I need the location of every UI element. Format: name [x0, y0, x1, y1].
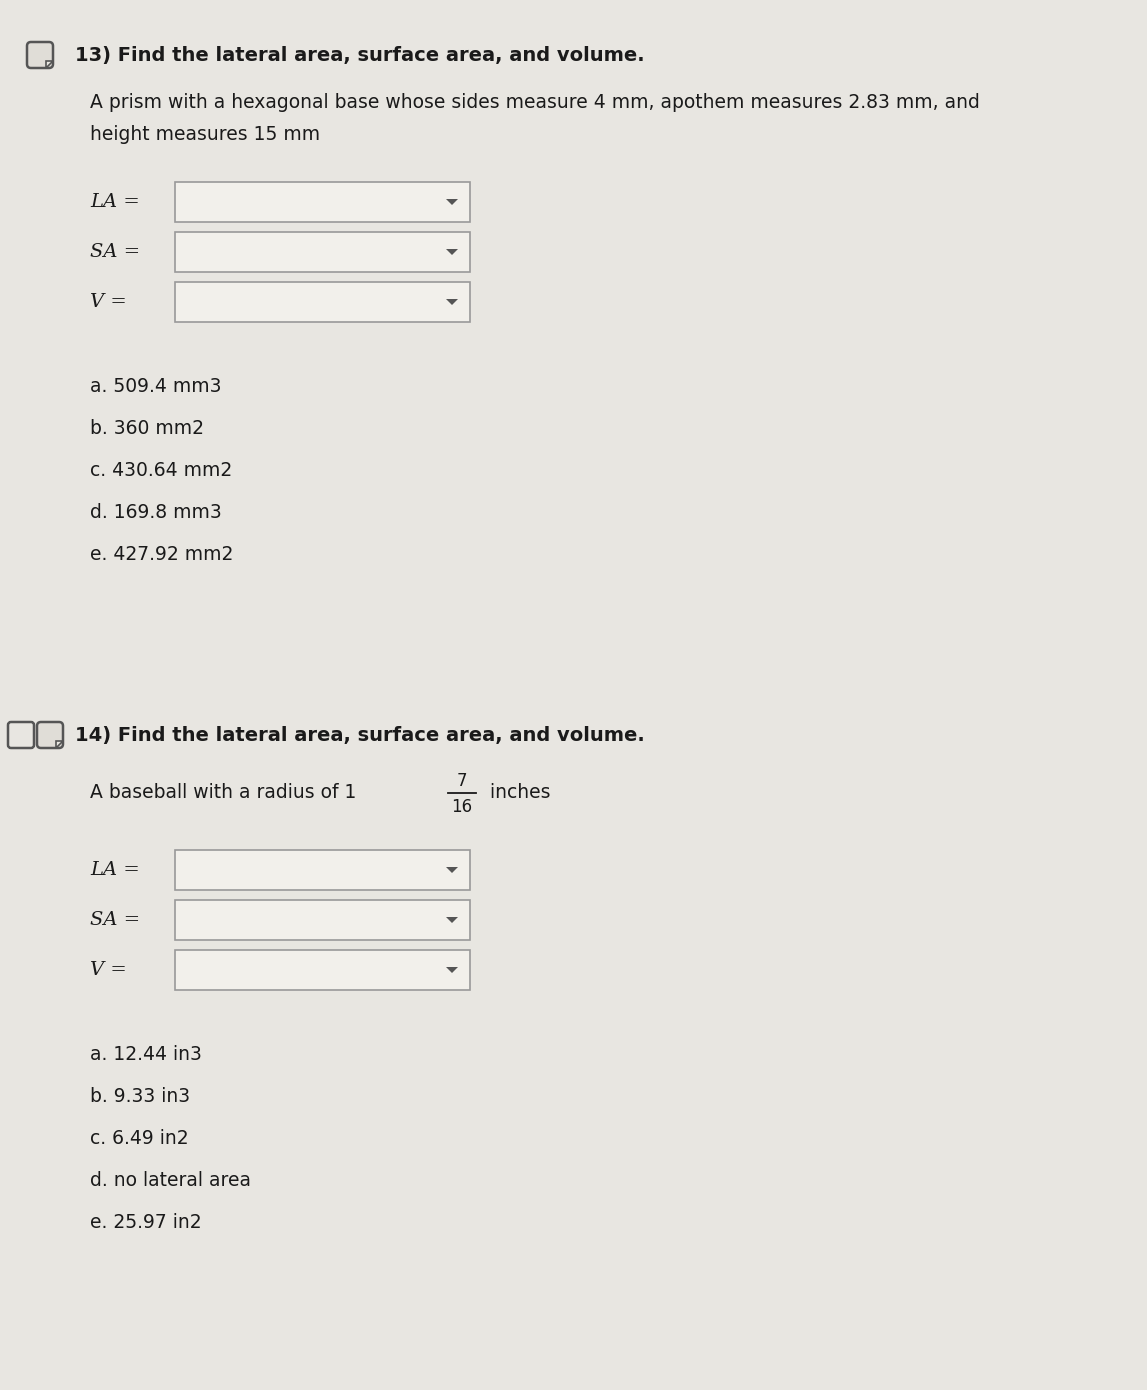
Text: 7: 7: [457, 771, 467, 790]
Text: e. 427.92 mm2: e. 427.92 mm2: [89, 545, 233, 564]
Text: SA =: SA =: [89, 243, 140, 261]
Text: 14) Find the lateral area, surface area, and volume.: 14) Find the lateral area, surface area,…: [75, 726, 645, 745]
Text: LA =: LA =: [89, 860, 140, 878]
Text: inches: inches: [484, 784, 551, 802]
FancyBboxPatch shape: [175, 282, 470, 322]
FancyBboxPatch shape: [175, 899, 470, 940]
FancyBboxPatch shape: [28, 42, 53, 68]
Polygon shape: [446, 199, 458, 204]
Text: d. no lateral area: d. no lateral area: [89, 1172, 251, 1190]
Text: height measures 15 mm: height measures 15 mm: [89, 125, 320, 143]
Polygon shape: [446, 917, 458, 923]
FancyBboxPatch shape: [37, 721, 63, 748]
Text: V =: V =: [89, 960, 127, 979]
Text: c. 6.49 in2: c. 6.49 in2: [89, 1130, 188, 1148]
FancyBboxPatch shape: [175, 851, 470, 890]
FancyBboxPatch shape: [175, 949, 470, 990]
Text: LA =: LA =: [89, 193, 140, 211]
Polygon shape: [56, 741, 63, 748]
Text: 13) Find the lateral area, surface area, and volume.: 13) Find the lateral area, surface area,…: [75, 46, 645, 65]
Text: A prism with a hexagonal base whose sides measure 4 mm, apothem measures 2.83 mm: A prism with a hexagonal base whose side…: [89, 93, 980, 111]
Polygon shape: [446, 299, 458, 304]
Text: SA =: SA =: [89, 910, 140, 929]
Polygon shape: [446, 867, 458, 873]
Text: a. 509.4 mm3: a. 509.4 mm3: [89, 378, 221, 396]
Polygon shape: [446, 967, 458, 973]
Text: b. 9.33 in3: b. 9.33 in3: [89, 1087, 190, 1106]
Text: d. 169.8 mm3: d. 169.8 mm3: [89, 503, 221, 523]
Text: e. 25.97 in2: e. 25.97 in2: [89, 1213, 202, 1233]
Text: b. 360 mm2: b. 360 mm2: [89, 420, 204, 438]
Text: 16: 16: [452, 798, 473, 816]
Text: A baseball with a radius of 1: A baseball with a radius of 1: [89, 784, 360, 802]
Text: V =: V =: [89, 293, 127, 311]
FancyBboxPatch shape: [175, 232, 470, 272]
FancyBboxPatch shape: [8, 721, 34, 748]
Polygon shape: [446, 249, 458, 254]
Text: c. 430.64 mm2: c. 430.64 mm2: [89, 461, 232, 481]
Polygon shape: [46, 61, 53, 68]
Text: a. 12.44 in3: a. 12.44 in3: [89, 1045, 202, 1065]
FancyBboxPatch shape: [175, 182, 470, 222]
